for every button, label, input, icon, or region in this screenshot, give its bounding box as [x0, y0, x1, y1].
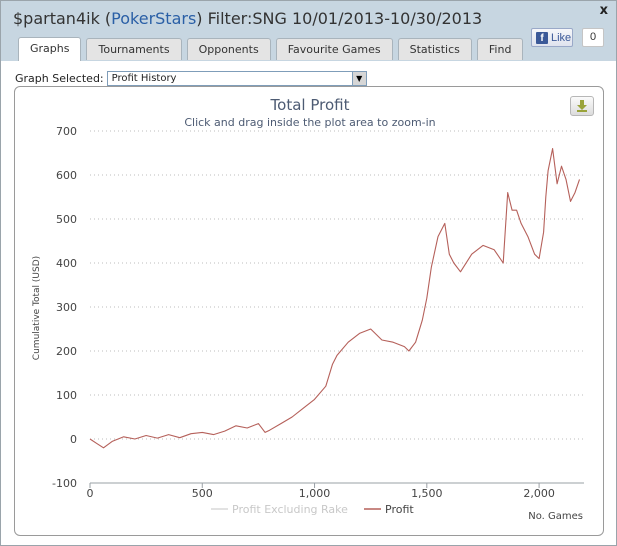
close-icon[interactable]: x — [599, 3, 608, 18]
y-tick-label: 500 — [56, 213, 77, 226]
y-tick-label: 700 — [56, 125, 77, 138]
facebook-like-button[interactable]: f Like — [531, 28, 573, 47]
legend: Profit Excluding Rake Profit — [211, 503, 414, 516]
filter-text: Filter:SNG 10/01/2013-10/30/2013 — [207, 9, 483, 28]
chart-subtitle: Click and drag inside the plot area to z… — [184, 116, 435, 129]
x-tick-label: 1,500 — [411, 487, 443, 500]
like-count: 0 — [582, 28, 604, 47]
x-tick-label: 500 — [192, 487, 213, 500]
tab-statistics[interactable]: Statistics — [397, 38, 472, 60]
y-tick-label: 200 — [56, 345, 77, 358]
export-button[interactable] — [570, 96, 594, 116]
chart-title: Total Profit — [270, 96, 350, 114]
legend-label-profit-excluding-rake[interactable]: Profit Excluding Rake — [232, 503, 348, 516]
download-icon — [577, 100, 587, 112]
legend-label-profit[interactable]: Profit — [385, 503, 414, 516]
tab-graphs[interactable]: Graphs — [18, 37, 82, 61]
x-tick-label: 2,000 — [523, 487, 555, 500]
y-tick-label: 600 — [56, 169, 77, 182]
graph-select-label: Graph Selected: — [15, 72, 104, 85]
site-link[interactable]: PokerStars — [111, 9, 197, 28]
y-tick-label: 400 — [56, 257, 77, 270]
y-tick-label: 0 — [70, 433, 77, 446]
gridlines — [90, 130, 584, 484]
y-tick-label: 300 — [56, 301, 77, 314]
y-tick-label: -100 — [52, 477, 77, 490]
graph-select-dropdown[interactable]: Profit History ▼ — [106, 71, 367, 86]
y-tick-label: 100 — [56, 389, 77, 402]
tab-bar: Graphs Tournaments Opponents Favourite G… — [18, 37, 528, 61]
tab-tournaments[interactable]: Tournaments — [86, 38, 182, 60]
like-label: Like — [551, 31, 572, 44]
y-axis-label: Cumulative Total (USD) — [32, 256, 42, 360]
window-header: $partan4ik (PokerStars) Filter:SNG 10/01… — [1, 1, 616, 61]
tab-find[interactable]: Find — [476, 38, 524, 60]
chart-panel — [14, 86, 604, 536]
dropdown-arrow-icon[interactable]: ▼ — [351, 72, 366, 85]
tab-opponents[interactable]: Opponents — [186, 38, 271, 60]
graph-select-value: Profit History — [111, 73, 177, 84]
x-tick-label: 0 — [87, 487, 94, 500]
series-lines — [89, 148, 581, 449]
window-title: $partan4ik (PokerStars) Filter:SNG 10/01… — [13, 9, 483, 28]
x-tick-label: 1,000 — [299, 487, 331, 500]
tab-favourite-games[interactable]: Favourite Games — [275, 38, 393, 60]
player-name: $partan4ik — [13, 9, 100, 28]
series-line-profit — [89, 148, 581, 449]
x-tick-labels: 0 500 1,000 1,500 2,000 — [87, 483, 555, 500]
facebook-icon: f — [536, 31, 548, 44]
x-axis-label: No. Games — [528, 511, 583, 522]
graph-select-row: Graph Selected: Profit History ▼ — [15, 71, 367, 86]
y-tick-labels: -100 0 100 200 300 400 500 600 700 — [52, 125, 77, 490]
